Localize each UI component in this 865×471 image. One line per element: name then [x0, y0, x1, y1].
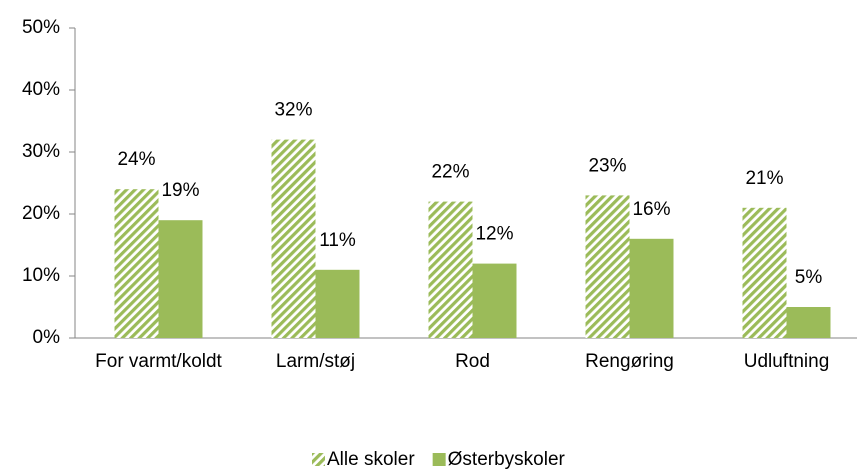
x-tick-label: For varmt/koldt [95, 351, 222, 372]
y-tick-label: 0% [33, 327, 61, 348]
bar [158, 220, 203, 338]
legend-swatch [432, 453, 446, 466]
data-label: 21% [745, 168, 783, 189]
x-tick-label: Udluftning [743, 351, 830, 372]
bar [472, 263, 517, 338]
legend-label: Alle skoler [327, 449, 415, 470]
x-tick-label: Larm/støj [275, 351, 356, 372]
y-tick-label: 20% [22, 203, 60, 224]
y-tick-label: 10% [22, 265, 60, 286]
data-label: 24% [117, 149, 155, 170]
data-label: 5% [795, 267, 823, 288]
y-tick-label: 50% [22, 17, 60, 38]
data-label: 32% [274, 100, 312, 121]
bar [271, 139, 316, 338]
bar [114, 189, 159, 338]
x-tick-label: Rengøring [585, 351, 674, 372]
data-label: 12% [475, 224, 513, 245]
bar [742, 207, 787, 338]
data-label: 16% [632, 199, 670, 220]
data-label: 23% [588, 155, 626, 176]
data-label: 22% [431, 162, 469, 183]
x-tick-label: Rod [455, 351, 490, 372]
bar [786, 307, 831, 338]
data-label: 11% [319, 230, 356, 251]
legend-swatch [312, 453, 325, 466]
legend-label: Østerbyskoler [448, 449, 566, 470]
data-label: 19% [161, 180, 199, 201]
bar [315, 269, 360, 338]
y-tick-label: 40% [22, 79, 60, 100]
bar [428, 201, 473, 338]
bar [585, 195, 630, 338]
bar [629, 238, 674, 338]
y-tick-label: 30% [22, 141, 60, 162]
